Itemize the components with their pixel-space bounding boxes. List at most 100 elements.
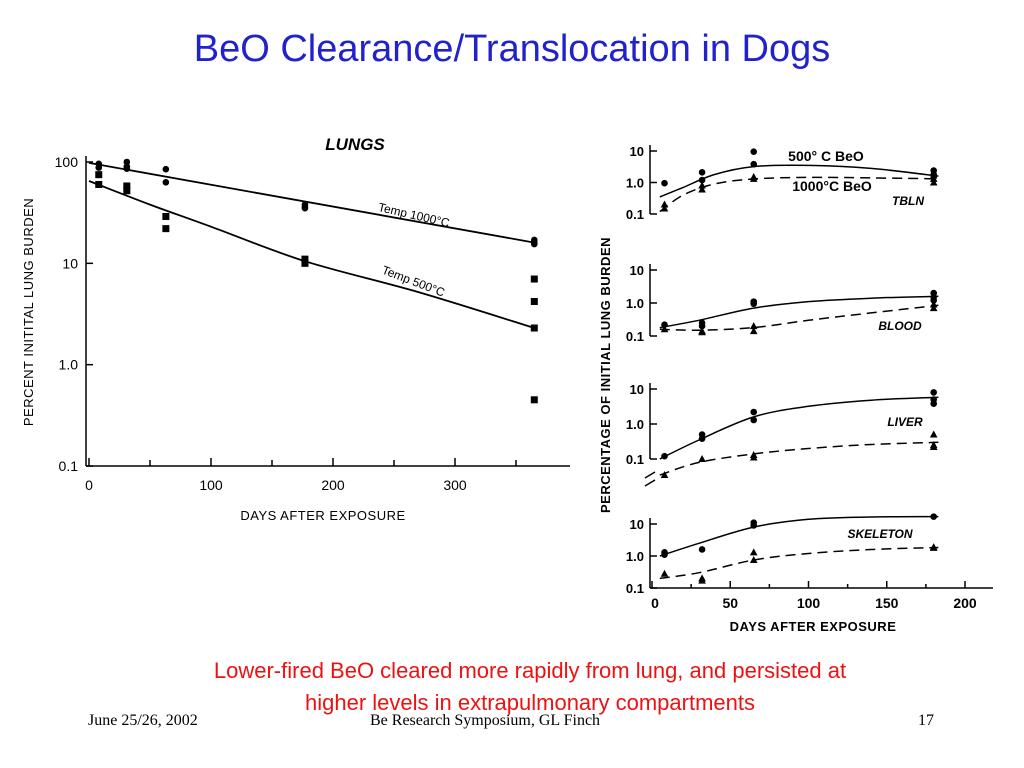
- lungs-data-point: [530, 396, 538, 404]
- liver-data-point: [660, 471, 669, 478]
- liver-data-point: [930, 389, 937, 396]
- tbln-data-point: [698, 169, 706, 176]
- axis-break-mark: [644, 471, 656, 487]
- blood-curve-500c: [659, 295, 939, 329]
- lungs-data-point: [95, 180, 103, 188]
- skeleton-panel-label: SKELETON: [847, 527, 912, 541]
- skeleton-data-point: [749, 548, 758, 556]
- liver-data-point: [750, 416, 758, 424]
- liver-data-point: [661, 452, 668, 460]
- skeleton-data-point: [660, 569, 669, 577]
- tbln-y-tick-label: 1.0: [626, 176, 644, 191]
- tbln-data-point: [929, 174, 938, 182]
- skeleton-y-tick-label: 1.0: [626, 549, 644, 564]
- blood-data-point: [660, 325, 669, 333]
- lungs-series-label-500c: Temp 500°C: [380, 263, 447, 300]
- skeleton-data-point: [750, 522, 758, 529]
- lungs-data-point: [531, 240, 538, 248]
- legend-label-500c: 500° C BeO: [788, 148, 864, 164]
- blood-data-point: [661, 321, 668, 329]
- legend-label-1000c: 1000°C BeO: [792, 178, 872, 194]
- liver-y-tick-label: 0.1: [626, 452, 644, 467]
- tbln-data-point: [698, 181, 706, 189]
- tbln-data-point: [698, 176, 706, 184]
- tbln-data-point: [929, 178, 938, 186]
- blood-panel-label: BLOOD: [878, 319, 922, 333]
- lungs-y-tick-label: 1.0: [59, 357, 79, 373]
- blood-data-point: [930, 297, 937, 304]
- footer-date: June 25/26, 2002: [88, 712, 198, 729]
- blood-data-point: [749, 327, 758, 335]
- right-x-tick-label: 150: [875, 595, 899, 611]
- lungs-data-point: [301, 255, 309, 263]
- lungs-x-tick-label: 300: [443, 477, 467, 493]
- lungs-y-tick-label: 10: [62, 255, 78, 271]
- liver-data-point: [750, 408, 758, 416]
- blood-data-point: [698, 322, 706, 330]
- skeleton-curve-1000c: [659, 546, 939, 580]
- tbln-data-point: [661, 179, 668, 187]
- tbln-y-tick-label: 10: [630, 144, 644, 159]
- lungs-x-axis-label: DAYS AFTER EXPOSURE: [240, 508, 405, 523]
- right-y-axis-label: PERCENTAGE OF INITIAL LUNG BURDEN: [598, 237, 613, 513]
- liver-panel-label: LIVER: [887, 415, 923, 429]
- lungs-data-point: [162, 225, 170, 233]
- liver-data-point: [698, 435, 706, 443]
- skeleton-y-tick-label: 0.1: [626, 581, 644, 596]
- blood-data-point: [698, 328, 706, 336]
- lungs-data-point: [301, 204, 309, 212]
- skeleton-curve-500c: [659, 515, 939, 557]
- tbln-data-point: [660, 204, 669, 212]
- lungs-y-tick-label: 0.1: [59, 458, 79, 474]
- skeleton-data-point: [698, 576, 706, 584]
- skeleton-data-point: [661, 551, 668, 558]
- lungs-data-point: [95, 164, 103, 171]
- blood-data-point: [929, 300, 938, 308]
- tbln-data-point: [660, 200, 669, 208]
- lungs-data-point: [162, 165, 170, 173]
- lungs-y-axis-label: PERCENT INITITAL LUNG BURDEN: [21, 198, 36, 426]
- liver-curve-1000c: [659, 441, 939, 476]
- liver-y-tick-label: 10: [630, 382, 644, 397]
- blood-y-tick-label: 10: [630, 263, 644, 278]
- lungs-data-point: [123, 187, 131, 195]
- skeleton-data-point: [929, 543, 938, 551]
- right-x-axis-label: DAYS AFTER EXPOSURE: [730, 619, 897, 634]
- right-x-tick-label: 50: [722, 595, 738, 611]
- blood-curve-1000c: [659, 304, 939, 332]
- lungs-data-point: [123, 158, 131, 166]
- blood-data-point: [929, 304, 938, 312]
- blood-data-point: [750, 300, 758, 308]
- skeleton-data-point: [749, 555, 758, 563]
- slide-title: BeO Clearance/Translocation in Dogs: [193, 28, 831, 70]
- tbln-data-point: [750, 160, 758, 168]
- caption-line-1: Lower-fired BeO cleared more rapidly fro…: [213, 658, 847, 683]
- lungs-data-point: [95, 171, 103, 179]
- right-x-tick-label: 100: [797, 595, 821, 611]
- skeleton-y-tick-label: 10: [630, 517, 644, 532]
- lungs-data-point: [301, 259, 309, 267]
- liver-curve-500c: [659, 396, 939, 460]
- liver-y-tick-label: 1.0: [626, 417, 644, 432]
- blood-data-point: [749, 322, 758, 330]
- blood-y-tick-label: 0.1: [626, 329, 644, 344]
- lungs-y-tick-label: 100: [55, 154, 79, 170]
- liver-data-point: [749, 453, 758, 461]
- lungs-data-point: [530, 324, 538, 332]
- tbln-data-point: [698, 185, 706, 193]
- blood-y-tick-label: 1.0: [626, 296, 644, 311]
- lungs-data-point: [530, 298, 538, 306]
- tbln-y-tick-label: 0.1: [626, 207, 644, 222]
- tbln-data-point: [749, 172, 758, 180]
- lungs-chart-title: LUNGS: [325, 135, 385, 154]
- lungs-x-tick-label: 100: [199, 477, 223, 493]
- lungs-data-point: [123, 182, 131, 190]
- skeleton-data-point: [698, 546, 706, 553]
- tbln-data-point: [750, 148, 758, 156]
- lungs-data-point: [162, 212, 170, 220]
- footer-center: Be Research Symposium, GL Finch: [370, 712, 601, 729]
- lungs-data-point: [123, 165, 131, 172]
- lungs-x-tick-label: 0: [85, 477, 93, 493]
- liver-data-point: [698, 455, 706, 462]
